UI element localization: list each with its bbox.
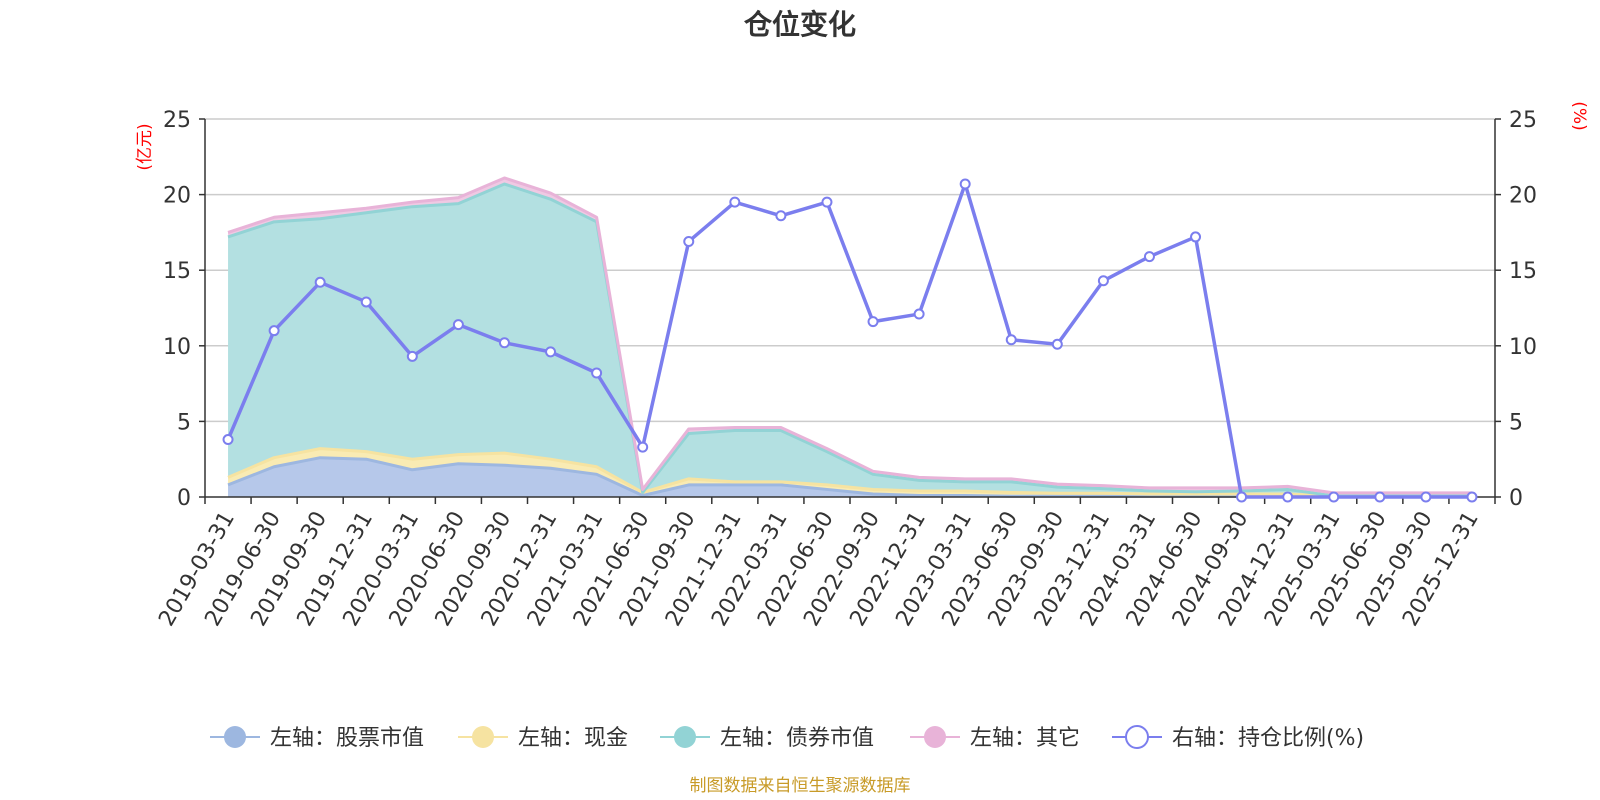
right-y-tick-label: 0 xyxy=(1509,486,1523,511)
ratio-point xyxy=(1190,231,1202,243)
left-y-tick-label: 25 xyxy=(163,108,191,133)
legend-label: 右轴：持仓比例(%) xyxy=(1172,726,1364,751)
ratio-point xyxy=(913,308,925,320)
legend-label: 左轴：债券市值 xyxy=(720,726,874,751)
right-y-tick-label: 20 xyxy=(1509,184,1537,209)
area-左轴：债券市值 xyxy=(228,184,1472,496)
ratio-point xyxy=(314,276,326,288)
chart-title: 仓位变化 xyxy=(744,8,856,41)
left-y-tick-label: 10 xyxy=(163,335,191,360)
legend-label: 左轴：其它 xyxy=(970,726,1080,751)
legend-marker xyxy=(1125,725,1149,749)
right-y-tick-label: 10 xyxy=(1509,335,1537,360)
legend-label: 左轴：现金 xyxy=(518,726,628,751)
ratio-point xyxy=(637,441,649,453)
ratio-line xyxy=(222,178,1478,503)
ratio-point xyxy=(1466,491,1478,503)
area-左轴：现金 xyxy=(228,448,1472,497)
ratio-point xyxy=(545,346,557,358)
ratio-line-path xyxy=(226,182,1472,499)
ratio-point xyxy=(1097,275,1109,287)
left-y-tick-label: 5 xyxy=(177,410,191,435)
ratio-point xyxy=(406,350,418,362)
ratio-point xyxy=(1236,491,1248,503)
left-y-tick-label: 0 xyxy=(177,486,191,511)
ratio-point xyxy=(1282,491,1294,503)
legend-marker xyxy=(472,726,494,748)
legend-item[interactable]: 左轴：股票市值 xyxy=(210,726,424,751)
area-edge-左轴：其它 xyxy=(227,176,1472,495)
ratio-point xyxy=(222,434,234,446)
legend-marker xyxy=(674,726,696,748)
ratio-point xyxy=(1420,491,1432,503)
data-source-note: 制图数据来自恒生聚源数据库 xyxy=(690,776,911,796)
ratio-point xyxy=(959,178,971,190)
legend-item[interactable]: 右轴：持仓比例(%) xyxy=(1112,725,1364,751)
ratio-point xyxy=(775,210,787,222)
ratio-point xyxy=(1328,491,1340,503)
right-axis-unit: (%) xyxy=(1569,101,1589,130)
left-axis-unit: (亿元) xyxy=(135,123,155,170)
legend-marker xyxy=(924,726,946,748)
legend-item[interactable]: 左轴：其它 xyxy=(910,726,1080,751)
area-edge-左轴：债券市值 xyxy=(227,182,1472,498)
ratio-point xyxy=(360,296,372,308)
ratio-point xyxy=(867,316,879,328)
ratio-point xyxy=(452,319,464,331)
ratio-point xyxy=(1374,491,1386,503)
ratio-point xyxy=(1051,338,1063,350)
left-y-tick-label: 15 xyxy=(163,259,191,284)
legend-item[interactable]: 左轴：现金 xyxy=(458,726,628,751)
area-edge-左轴：现金 xyxy=(227,447,1472,498)
ratio-point xyxy=(683,235,695,247)
ratio-point xyxy=(591,367,603,379)
right-y-tick-label: 15 xyxy=(1509,259,1537,284)
ratio-point xyxy=(729,196,741,208)
ratio-point xyxy=(268,325,280,337)
ratio-point xyxy=(821,196,833,208)
legend-label: 左轴：股票市值 xyxy=(270,726,424,751)
legend-item[interactable]: 左轴：债券市值 xyxy=(660,726,874,751)
ratio-point xyxy=(1143,251,1155,263)
ratio-point xyxy=(1005,334,1017,346)
right-y-tick-label: 25 xyxy=(1509,108,1537,133)
legend-marker xyxy=(224,726,246,748)
stacked-areas xyxy=(227,176,1472,499)
left-y-tick-label: 20 xyxy=(163,184,191,209)
ratio-point xyxy=(498,337,510,349)
right-y-tick-label: 5 xyxy=(1509,410,1523,435)
legend[interactable]: 左轴：股票市值 左轴：现金 左轴：债券市值 左轴：其它 右轴：持仓比例(%) xyxy=(210,725,1364,751)
